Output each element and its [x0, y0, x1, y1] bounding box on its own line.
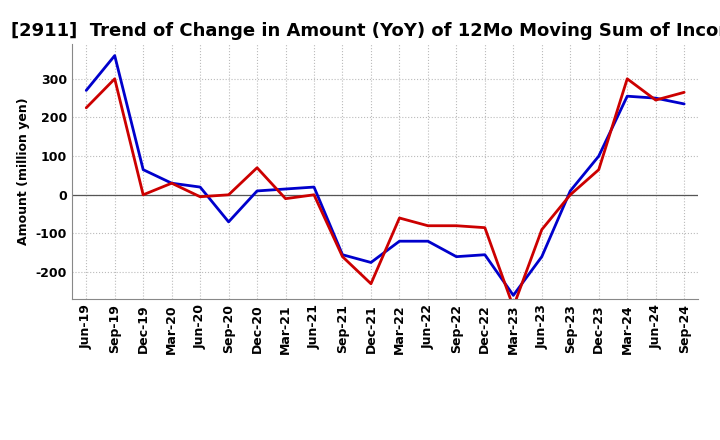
Legend: Ordinary Income, Net Income: Ordinary Income, Net Income	[203, 439, 567, 440]
Ordinary Income	[395, 238, 404, 244]
Net Income	[509, 304, 518, 310]
Y-axis label: Amount (million yen): Amount (million yen)	[17, 98, 30, 246]
Ordinary Income	[537, 254, 546, 259]
Net Income	[623, 76, 631, 81]
Net Income	[566, 192, 575, 198]
Ordinary Income	[366, 260, 375, 265]
Net Income	[139, 192, 148, 198]
Title: [2911]  Trend of Change in Amount (YoY) of 12Mo Moving Sum of Incomes: [2911] Trend of Change in Amount (YoY) o…	[11, 22, 720, 40]
Net Income	[338, 254, 347, 259]
Ordinary Income	[167, 180, 176, 186]
Ordinary Income	[423, 238, 432, 244]
Ordinary Income	[509, 293, 518, 298]
Ordinary Income	[110, 53, 119, 58]
Ordinary Income	[595, 154, 603, 159]
Ordinary Income	[480, 252, 489, 257]
Net Income	[82, 105, 91, 110]
Ordinary Income	[680, 101, 688, 106]
Net Income	[310, 192, 318, 198]
Net Income	[652, 97, 660, 103]
Net Income	[395, 215, 404, 220]
Ordinary Income	[253, 188, 261, 194]
Ordinary Income	[452, 254, 461, 259]
Net Income	[423, 223, 432, 228]
Net Income	[225, 192, 233, 198]
Net Income	[253, 165, 261, 170]
Ordinary Income	[82, 88, 91, 93]
Ordinary Income	[338, 252, 347, 257]
Net Income	[680, 90, 688, 95]
Net Income	[167, 180, 176, 186]
Net Income	[366, 281, 375, 286]
Net Income	[110, 76, 119, 81]
Net Income	[196, 194, 204, 199]
Net Income	[595, 167, 603, 172]
Line: Net Income: Net Income	[86, 79, 684, 307]
Net Income	[452, 223, 461, 228]
Ordinary Income	[623, 94, 631, 99]
Ordinary Income	[139, 167, 148, 172]
Ordinary Income	[225, 219, 233, 224]
Net Income	[480, 225, 489, 230]
Ordinary Income	[652, 95, 660, 101]
Ordinary Income	[310, 184, 318, 190]
Line: Ordinary Income: Ordinary Income	[86, 55, 684, 295]
Ordinary Income	[566, 188, 575, 194]
Ordinary Income	[196, 184, 204, 190]
Net Income	[537, 227, 546, 232]
Net Income	[282, 196, 290, 202]
Ordinary Income	[282, 187, 290, 192]
